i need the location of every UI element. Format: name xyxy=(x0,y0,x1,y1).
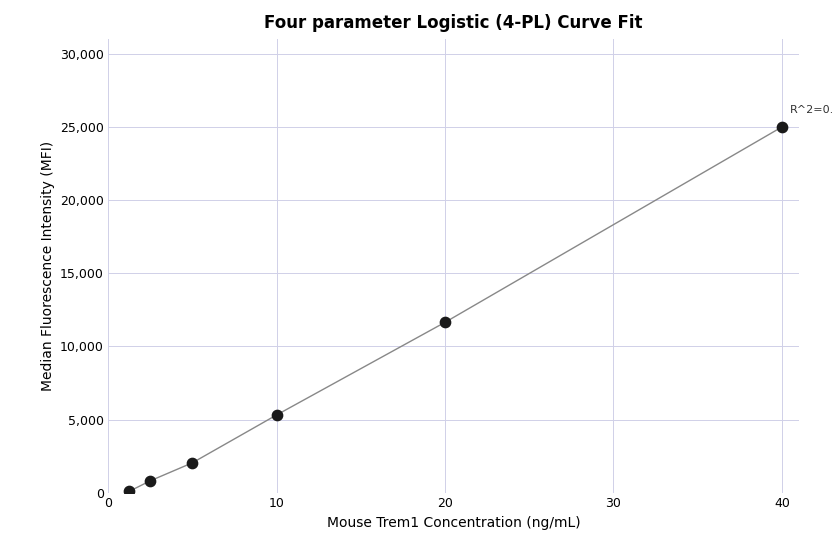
Text: R^2=0.9999: R^2=0.9999 xyxy=(790,105,832,115)
Y-axis label: Median Fluorescence Intensity (MFI): Median Fluorescence Intensity (MFI) xyxy=(41,141,55,391)
Title: Four parameter Logistic (4-PL) Curve Fit: Four parameter Logistic (4-PL) Curve Fit xyxy=(265,14,642,32)
Point xyxy=(438,318,452,327)
Point xyxy=(186,458,199,467)
Point xyxy=(122,487,136,496)
Point xyxy=(144,477,157,486)
X-axis label: Mouse Trem1 Concentration (ng/mL): Mouse Trem1 Concentration (ng/mL) xyxy=(327,516,580,530)
Point xyxy=(775,123,789,132)
Point xyxy=(270,410,283,419)
